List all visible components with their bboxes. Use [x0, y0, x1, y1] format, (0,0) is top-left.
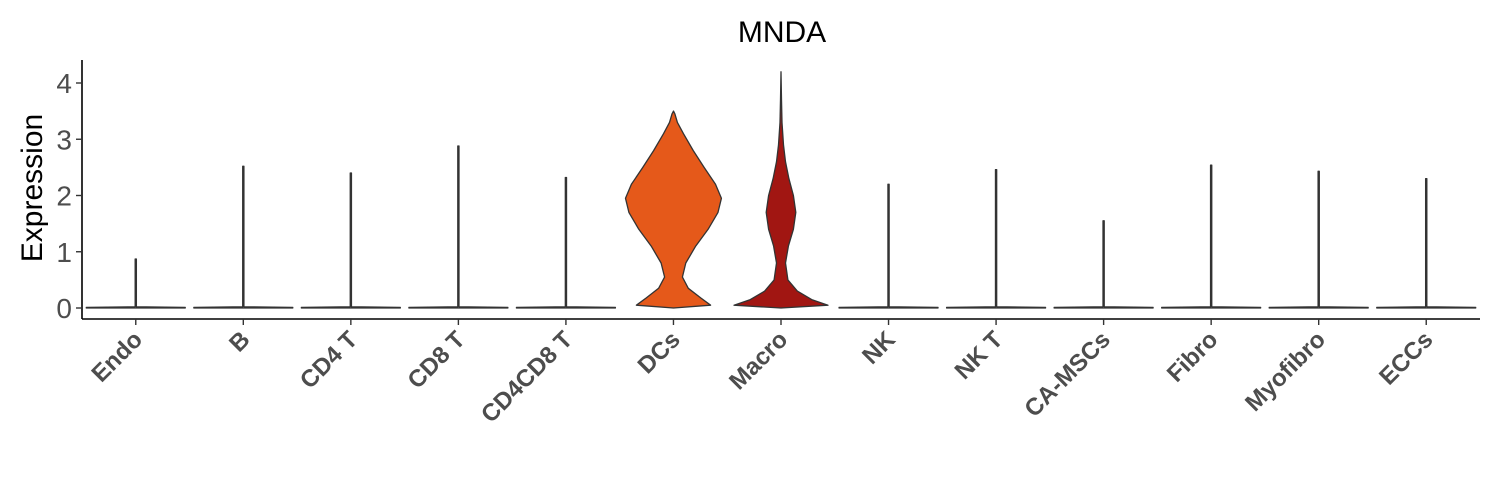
- x-tick-label: CD4 T: [295, 326, 363, 394]
- violin-endo: [85, 258, 186, 309]
- x-tick-label: Myofibro: [1240, 326, 1331, 417]
- violin-cd8-t: [408, 145, 509, 309]
- y-tick-label: 4: [56, 68, 72, 99]
- x-tick-label: CD4CD8 T: [476, 326, 578, 428]
- violin-eccs: [1376, 177, 1477, 309]
- y-tick-label: 3: [56, 124, 72, 155]
- x-tick-label: Macro: [724, 326, 793, 395]
- x-tick-label: NK T: [950, 326, 1009, 385]
- violin-fibro: [1161, 164, 1262, 309]
- chart-title: MNDA: [738, 16, 826, 49]
- y-tick-label: 2: [56, 181, 72, 212]
- violin-myofibro: [1268, 170, 1369, 309]
- y-tick-label: 1: [56, 237, 72, 268]
- x-tick-label: DCs: [633, 326, 686, 379]
- violin-group: [85, 71, 1477, 309]
- x-tick-label: ECCs: [1374, 326, 1438, 390]
- violin-cd4cd8-t: [515, 176, 617, 309]
- x-tick-label: Endo: [86, 326, 148, 388]
- violin-dcs: [624, 110, 723, 309]
- violin-nk-t: [945, 168, 1047, 309]
- violin-nk: [838, 183, 939, 309]
- x-axis: Endo B CD4 T CD8 T CD4CD8 T DCs Macro NK NK T CA-…: [82, 318, 1480, 428]
- violin-b: [193, 165, 294, 309]
- violin-cd4-t: [300, 172, 401, 309]
- y-axis: 0 1 2 3 4: [56, 60, 83, 324]
- x-tick-label: CA-MSCs: [1019, 326, 1115, 422]
- violin-macro: [733, 71, 829, 309]
- x-tick-label: B: [224, 326, 255, 357]
- violin-ca-mscs: [1053, 220, 1154, 309]
- x-tick-label: NK: [857, 326, 901, 370]
- y-tick-label: 0: [56, 293, 72, 324]
- x-tick-label: Fibro: [1162, 326, 1224, 388]
- x-tick-label: CD8 T: [403, 326, 471, 394]
- y-axis-label: Expression: [16, 114, 49, 262]
